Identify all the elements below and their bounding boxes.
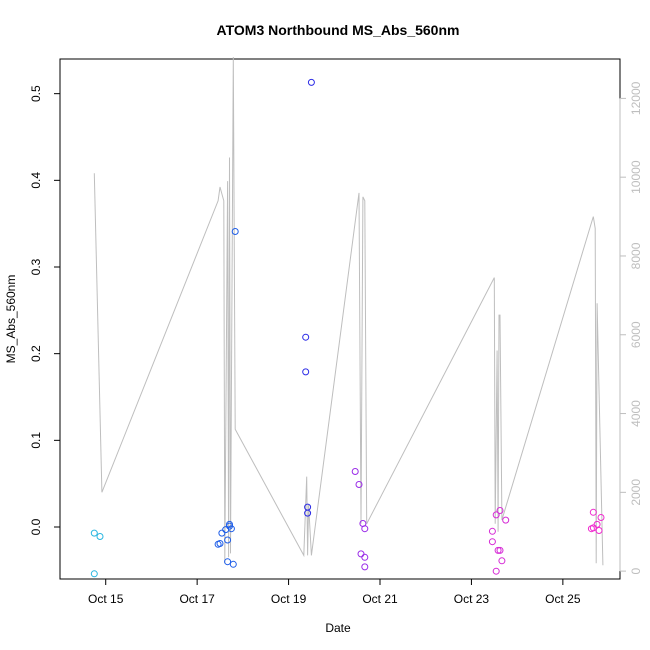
x-tick-label: Oct 19 xyxy=(271,592,307,606)
data-point xyxy=(302,368,310,376)
data-point xyxy=(496,546,504,554)
y-axis-right: 0 2000 4000 6000 8000 10000 12000 xyxy=(619,81,643,574)
data-point xyxy=(498,557,506,565)
point-layer xyxy=(90,78,605,578)
y-tick-label: 0.3 xyxy=(29,258,43,275)
data-point xyxy=(224,536,232,544)
data-point xyxy=(355,481,363,488)
data-point xyxy=(307,78,315,86)
data-point xyxy=(361,525,369,533)
plot-frame xyxy=(59,58,621,580)
x-tick-label: Oct 21 xyxy=(362,592,398,606)
data-point xyxy=(593,520,601,528)
y-tick-label: 0.5 xyxy=(29,85,43,102)
data-point xyxy=(502,516,510,524)
y2-tick-label: 2000 xyxy=(629,479,643,506)
data-point xyxy=(589,524,597,532)
y2-tick-label: 12000 xyxy=(629,81,643,115)
data-point xyxy=(595,527,603,534)
data-point xyxy=(492,511,500,519)
x-tick-label: Oct 25 xyxy=(545,592,581,606)
data-point xyxy=(218,529,226,537)
data-point xyxy=(304,509,312,517)
data-point xyxy=(488,538,496,546)
data-point xyxy=(597,514,605,521)
data-point xyxy=(224,558,232,566)
data-point xyxy=(494,546,502,554)
y2-tick-label: 8000 xyxy=(629,242,643,269)
y2-tick-label: 4000 xyxy=(629,400,643,427)
y2-tick-label: 10000 xyxy=(629,160,643,194)
y-tick-label: 0.4 xyxy=(29,172,43,189)
data-point xyxy=(231,228,239,235)
x-axis: Oct 15 Oct 17 Oct 19 Oct 21 Oct 23 Oct 25 xyxy=(88,578,581,606)
data-point xyxy=(302,333,310,341)
y-tick-label: 0.0 xyxy=(29,518,43,535)
line-series xyxy=(93,56,604,566)
data-point xyxy=(96,533,104,540)
x-tick-label: Oct 15 xyxy=(88,592,124,606)
data-point xyxy=(226,520,233,528)
data-point xyxy=(357,550,365,558)
data-point xyxy=(90,529,98,537)
data-point xyxy=(488,527,496,535)
data-point xyxy=(227,525,235,533)
data-point xyxy=(90,570,98,578)
data-point xyxy=(589,508,597,516)
line-series-layer xyxy=(93,56,604,566)
y-axis-label: MS_Abs_560nm xyxy=(4,275,18,364)
y-axis-left: 0.0 0.1 0.2 0.3 0.4 0.5 xyxy=(29,85,61,535)
data-point xyxy=(216,540,224,547)
data-point xyxy=(351,468,359,475)
x-tick-label: Oct 17 xyxy=(179,592,215,606)
y2-tick-label: 0 xyxy=(629,567,643,574)
data-point xyxy=(361,553,369,561)
chart-title: ATOM3 Northbound MS_Abs_560nm xyxy=(217,22,460,38)
x-tick-label: Oct 23 xyxy=(454,592,490,606)
data-point xyxy=(496,507,504,514)
data-point xyxy=(222,526,230,534)
x-axis-label: Date xyxy=(325,621,351,635)
data-point xyxy=(229,560,237,568)
y-tick-label: 0.1 xyxy=(29,432,43,449)
y-tick-label: 0.2 xyxy=(29,345,43,362)
data-point xyxy=(492,567,500,575)
y2-tick-label: 6000 xyxy=(629,321,643,348)
data-point xyxy=(361,563,369,571)
